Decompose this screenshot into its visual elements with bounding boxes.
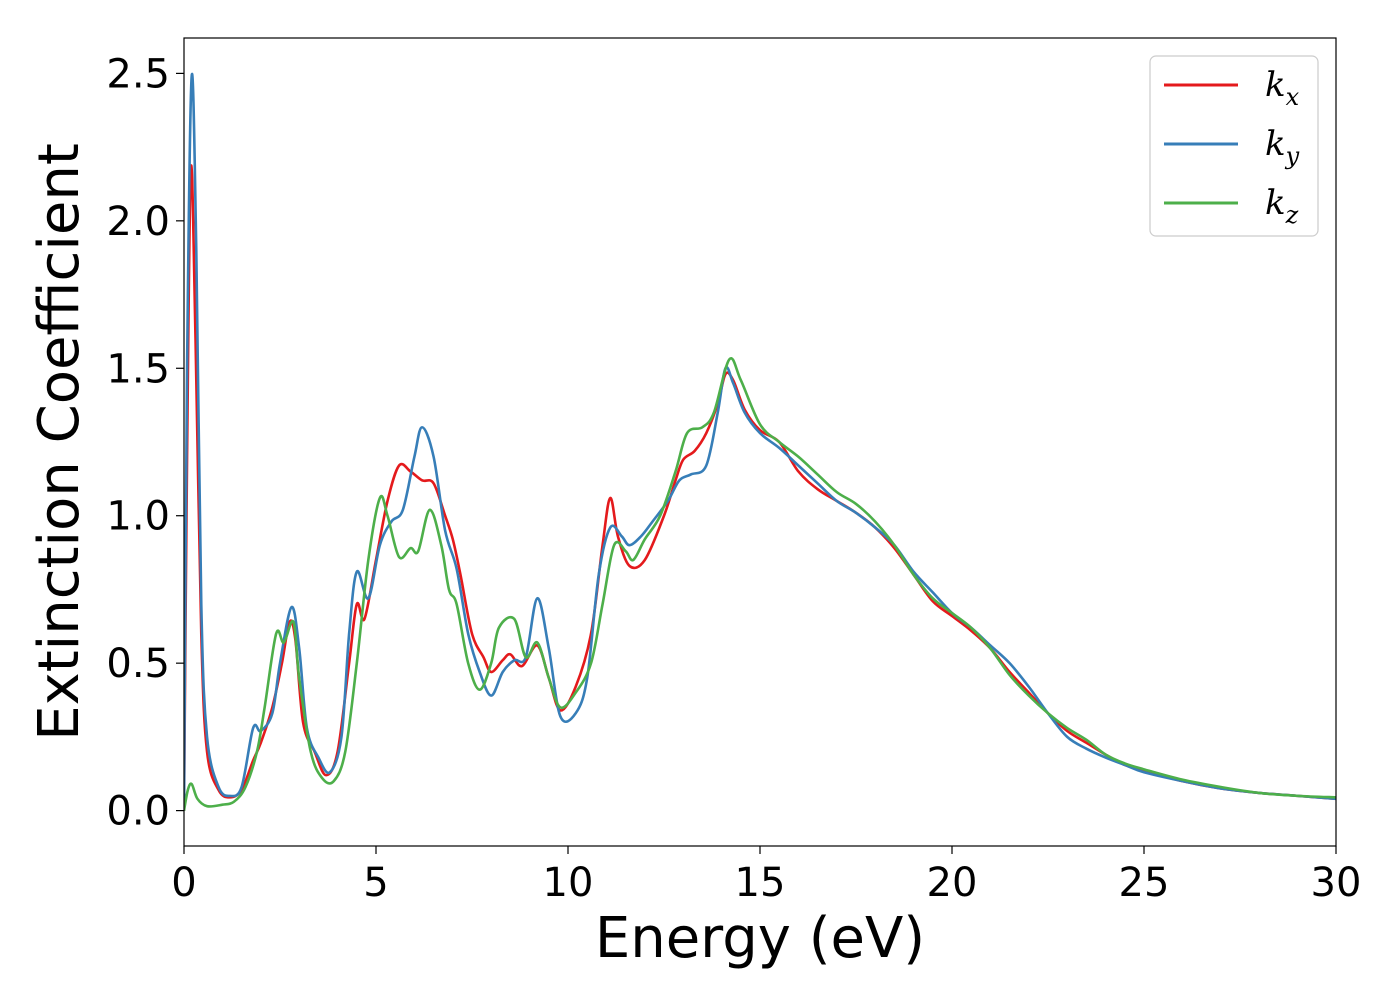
x-tick-label: 10	[543, 860, 594, 906]
x-tick-label: 20	[927, 860, 978, 906]
y-tick-label: 1.0	[106, 494, 170, 540]
x-tick-label: 25	[1119, 860, 1170, 906]
x-tick-label: 0	[171, 860, 196, 906]
series-layer	[184, 72, 1336, 811]
legend-box	[1149, 55, 1319, 237]
y-tick-label: 0.0	[106, 789, 170, 835]
y-tick-label: 1.5	[106, 346, 170, 392]
x-axis-title: Energy (eV)	[595, 906, 925, 971]
x-axis: 0 5 10 15 20 25 30	[171, 846, 1361, 906]
y-tick-label: 2.0	[106, 199, 170, 245]
series-line-z	[184, 357, 1336, 811]
x-tick-label: 30	[1311, 860, 1362, 906]
x-tick-label: 15	[735, 860, 786, 906]
y-axis-title: Extinction Coefficient	[27, 143, 92, 741]
y-axis: 0.0 0.5 1.0 1.5 2.0 2.5	[106, 51, 184, 835]
y-tick-label: 0.5	[106, 641, 170, 687]
y-tick-label: 2.5	[106, 51, 170, 97]
x-tick-label: 5	[363, 860, 388, 906]
